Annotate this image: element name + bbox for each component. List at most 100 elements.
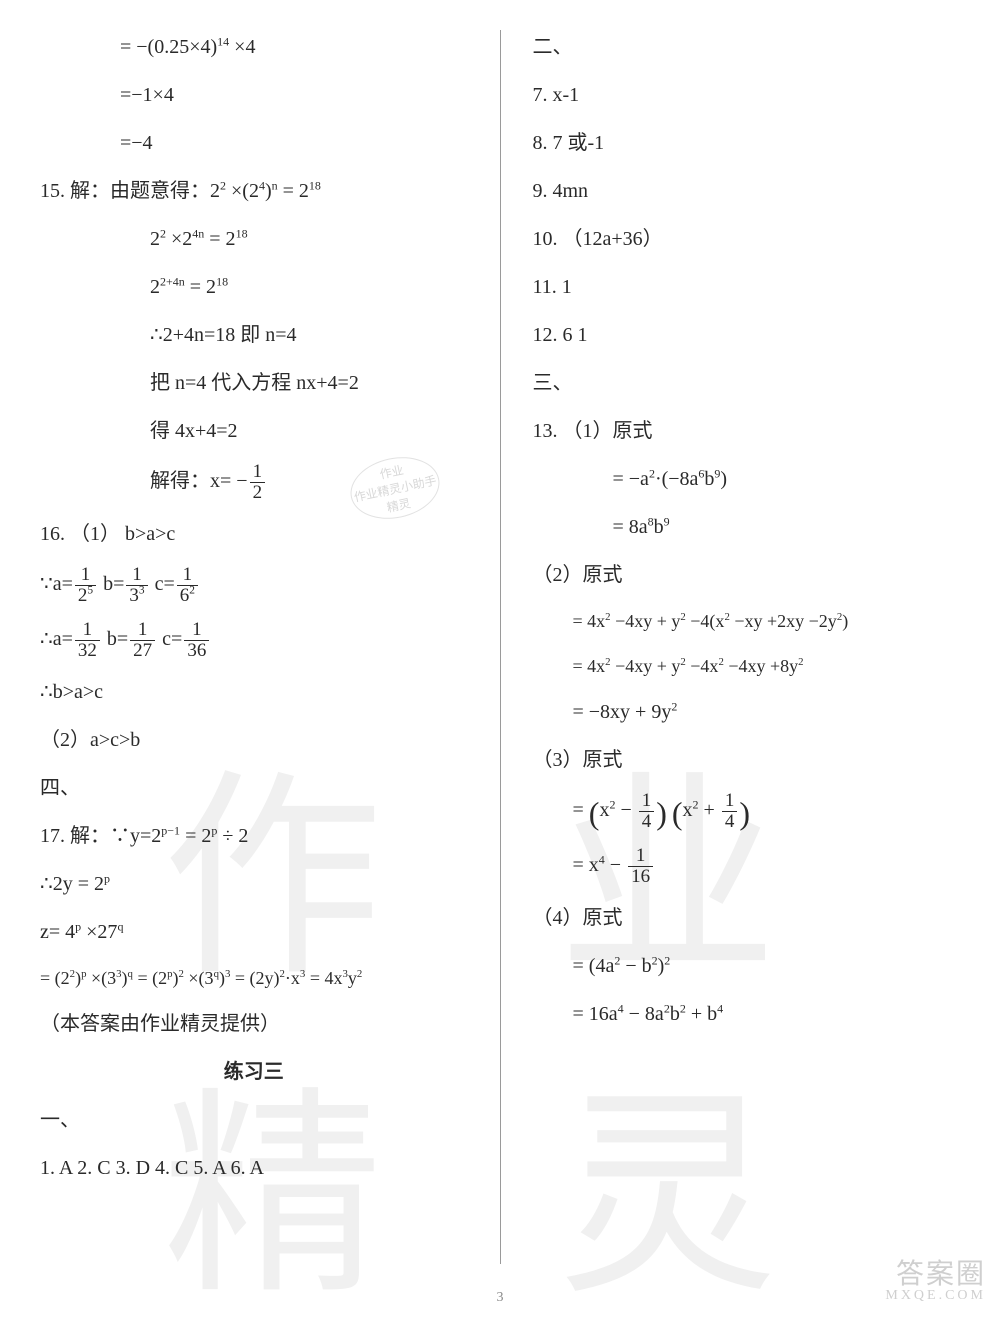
t: +	[699, 799, 720, 821]
section-heading: 二、	[533, 30, 961, 64]
t: ·(−8a	[655, 468, 698, 490]
t: −	[615, 799, 636, 821]
page: = −(0.25×4)14 ×4 =−1×4 =−4 15. 解：由题意得：22…	[0, 0, 1000, 1314]
answer-row: 1. A 2. C 3. D 4. C 5. A 6. A	[40, 1151, 468, 1185]
fraction: 132	[75, 620, 100, 661]
t: y	[348, 968, 357, 988]
t: b	[654, 516, 664, 538]
num: 1	[75, 620, 100, 640]
t: b	[704, 468, 714, 490]
t: = 2	[185, 276, 216, 298]
num: 1	[177, 565, 198, 585]
problem-13: 13. （1）原式	[533, 414, 961, 448]
sup: 4	[717, 1001, 723, 1015]
t: b	[670, 1003, 680, 1025]
t: x	[599, 799, 609, 821]
fraction: 116	[628, 846, 653, 887]
sub-part: （4）原式	[533, 901, 961, 935]
t: ∴a=	[40, 628, 73, 650]
sup: 2	[798, 656, 803, 668]
num: 1	[126, 565, 147, 585]
t: = 2	[278, 180, 309, 202]
expr-line: =−1×4	[40, 78, 468, 112]
den: 36	[184, 640, 209, 661]
t: b=	[107, 628, 128, 650]
answer-line: 10. （12a+36）	[533, 222, 961, 256]
t: −4xy +8y	[724, 656, 798, 676]
t: = −8xy + 9y	[573, 701, 672, 723]
expr-line: = x4 − 116	[533, 846, 961, 887]
expr-line: = −(0.25×4)14 ×4	[40, 30, 468, 64]
t: = −(0.25×4)	[120, 36, 217, 58]
den: 2	[250, 482, 266, 503]
num: 1	[639, 791, 655, 811]
expr-line: ∵a=125 b=133 c=162	[40, 565, 468, 606]
t: 3	[129, 585, 139, 606]
expr-line: 解得：x= −12	[40, 462, 468, 503]
expr-line: ∴2y = 2p	[40, 867, 468, 901]
t: = (2	[133, 968, 167, 988]
expr-line: = (x2 − 14) (x2 + 14)	[533, 791, 961, 832]
section-heading: 四、	[40, 771, 468, 805]
exercise-title: 练习三	[40, 1055, 468, 1089]
answer-line: 8. 7 或-1	[533, 126, 961, 160]
lparen: (	[589, 795, 600, 831]
t: ×4	[229, 36, 255, 58]
t: ∵a=	[40, 573, 73, 595]
t: −4x	[686, 656, 719, 676]
t: ×2	[166, 228, 192, 250]
num: 1	[628, 846, 653, 866]
t: ×(3	[184, 968, 214, 988]
expr-line: = 4x2 −4xy + y2 −4(x2 −xy +2xy −2y2)	[533, 606, 961, 637]
lparen: (	[672, 795, 683, 831]
t: )	[842, 611, 848, 631]
t: = (4a	[573, 955, 615, 977]
den: 4	[722, 811, 738, 832]
fraction: 14	[639, 791, 655, 832]
den: 4	[639, 811, 655, 832]
t: =	[573, 799, 589, 821]
den: 25	[75, 585, 96, 606]
t: = x	[573, 854, 599, 876]
sup: 18	[216, 274, 228, 288]
problem-17: 17. 解：∵y=2p−1 = 2p ÷ 2	[40, 819, 468, 853]
t: = 2	[204, 228, 235, 250]
answer-line: 7. x-1	[533, 78, 961, 112]
expr-line: ∴2+4n=18 即 n=4	[40, 318, 468, 352]
t: x	[683, 799, 693, 821]
attribution-note: （本答案由作业精灵提供）	[40, 1007, 468, 1041]
sup: 2	[671, 700, 677, 714]
expr-line: ∴b>a>c	[40, 675, 468, 709]
t: −4xy + y	[611, 656, 681, 676]
expr-line: 22+4n = 218	[40, 270, 468, 304]
t: ×(2	[226, 180, 259, 202]
t: − b	[620, 955, 651, 977]
fraction: 14	[722, 791, 738, 832]
t: 17. 解：∵y=2	[40, 825, 161, 847]
sup: 3	[139, 584, 145, 596]
t: 2	[150, 276, 160, 298]
t: = 4x	[305, 968, 342, 988]
fraction: 136	[184, 620, 209, 661]
sup: 9	[664, 514, 670, 528]
column-divider	[500, 30, 501, 1264]
t: ·x	[285, 968, 300, 988]
t: 解得：x= −	[150, 470, 248, 492]
answer-line: 12. 6 1	[533, 318, 961, 352]
t: b=	[103, 573, 124, 595]
t: )	[720, 468, 727, 490]
fraction: 125	[75, 565, 96, 606]
den: 16	[628, 866, 653, 887]
sup: 2	[189, 584, 195, 596]
rparen: )	[656, 795, 667, 831]
t: ∴2y = 2	[40, 873, 104, 895]
sup: p−1	[161, 823, 180, 837]
num: 1	[250, 462, 266, 482]
sub-part: （2）原式	[533, 558, 961, 592]
t: ×27	[81, 921, 117, 943]
t: z= 4	[40, 921, 75, 943]
t: c=	[155, 573, 175, 595]
expr-line: ∴a=132 b=127 c=136	[40, 620, 468, 661]
sub-part: （3）原式	[533, 743, 961, 777]
den: 27	[130, 640, 155, 661]
